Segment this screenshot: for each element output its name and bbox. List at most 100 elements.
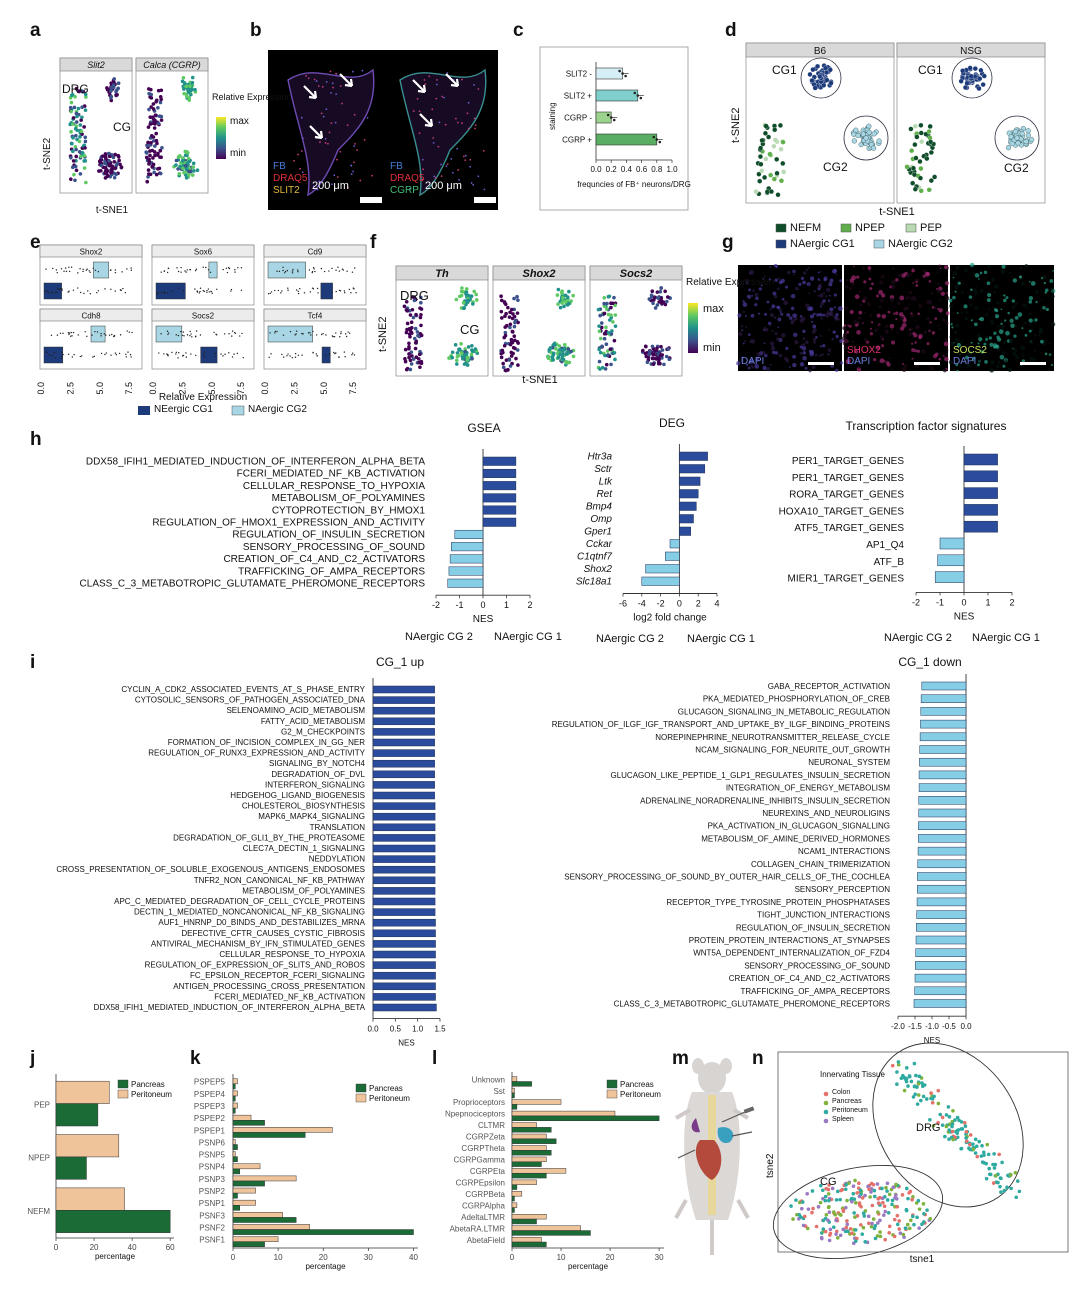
- data-point: [194, 354, 197, 357]
- cell-speck: [777, 314, 780, 317]
- cell-speck: [748, 288, 752, 292]
- facet-header: [395, 265, 489, 281]
- data-point: [131, 331, 133, 334]
- cell-point: [151, 139, 156, 143]
- cell-point: [882, 1204, 887, 1209]
- category-label: AbetaField: [467, 1236, 505, 1245]
- data-point: [104, 288, 106, 290]
- cell-point: [955, 1129, 959, 1133]
- bar: [482, 468, 517, 478]
- data-point: [105, 352, 108, 354]
- cell-point: [185, 151, 190, 155]
- drg-label: DRG: [62, 82, 89, 96]
- cell-speck: [784, 285, 789, 289]
- cell-point: [876, 138, 882, 144]
- cell-speck: [744, 326, 747, 328]
- cell-point: [986, 1152, 991, 1157]
- cell-point: [853, 127, 859, 133]
- bar: [454, 529, 484, 539]
- box-cg2: [155, 325, 183, 343]
- data-point: [71, 356, 73, 358]
- data-point: [237, 267, 239, 269]
- cell-point: [597, 359, 602, 364]
- data-point: [311, 271, 313, 274]
- data-point: [328, 270, 330, 272]
- cell-point: [919, 1098, 923, 1103]
- cell-point: [503, 325, 508, 329]
- cell-speck: [1045, 339, 1048, 342]
- cell-speck: [945, 311, 950, 316]
- cell-speck: [938, 308, 943, 313]
- legend-swatch: [775, 223, 787, 233]
- cell-speck: [814, 353, 818, 357]
- cell-speck: [1038, 334, 1041, 337]
- cell-point: [911, 1195, 915, 1199]
- cell-point: [663, 302, 668, 307]
- cell-speck: [979, 316, 985, 322]
- legend-label: Spleen: [832, 1116, 854, 1123]
- term-label: TRANSLATION: [310, 823, 366, 832]
- cell-point: [885, 1181, 890, 1186]
- data-point: [167, 267, 170, 270]
- cell-point: [964, 80, 970, 86]
- tissue-speck: [474, 127, 476, 130]
- cell-speck: [954, 346, 959, 351]
- cell-point: [863, 1240, 868, 1244]
- data-point: [61, 357, 63, 359]
- panel-letter-n: n: [752, 1048, 764, 1069]
- cell-speck: [1043, 281, 1046, 285]
- group-label-cg1: NAergic CG 1: [687, 633, 755, 645]
- cell-speck: [874, 328, 879, 333]
- term-label: NEURONAL_SYSTEM: [808, 758, 890, 767]
- tick-label: 0.4: [621, 165, 633, 174]
- cell-point: [834, 1232, 838, 1236]
- data-point: [88, 270, 90, 272]
- data-point: [181, 334, 184, 336]
- data-point: [177, 270, 180, 273]
- cell-speck: [1020, 345, 1026, 351]
- tick-label: 5.0: [95, 382, 105, 395]
- cell-point: [895, 1204, 900, 1209]
- cell-point: [154, 131, 158, 136]
- cell-speck: [922, 274, 926, 278]
- cell-point: [778, 146, 784, 152]
- cell-speck: [827, 299, 831, 302]
- cell-point: [112, 77, 117, 81]
- data-point: [115, 354, 118, 356]
- cell-point: [146, 175, 150, 179]
- cell-speck: [1004, 359, 1008, 363]
- data-point: [51, 355, 53, 357]
- term-label: PKA_MEDIATED_PHOSPHORYLATION_OF_CREB: [703, 695, 890, 704]
- data-point: [61, 355, 63, 358]
- bar: [939, 537, 965, 550]
- tick-label: 0.8: [651, 165, 663, 174]
- bar: [482, 481, 517, 491]
- cell-point: [984, 1176, 989, 1181]
- term-label: GLUCAGON_LIKE_PEPTIDE_1_GLP1_REGULATES_I…: [610, 771, 890, 780]
- cell-speck: [879, 335, 884, 340]
- bar: [372, 855, 436, 863]
- data-point: [309, 332, 311, 334]
- cell-point: [932, 174, 938, 180]
- cell-point: [648, 349, 652, 354]
- data-point: [624, 74, 627, 78]
- cell-point: [890, 1063, 895, 1068]
- cell-point: [114, 172, 119, 177]
- cell-point: [147, 107, 151, 112]
- tissue-speck: [299, 167, 301, 170]
- cell-point: [413, 341, 418, 345]
- cell-speck: [966, 363, 972, 368]
- cell-point: [1017, 1189, 1022, 1194]
- data-point: [89, 271, 91, 274]
- cell-point: [810, 1210, 814, 1215]
- facet-header: [589, 265, 683, 281]
- term-label: APC_C_MEDIATED_DEGRADATION_OF_CELL_CYCLE…: [114, 897, 365, 906]
- data-point: [71, 335, 73, 337]
- data-point: [269, 332, 271, 334]
- cell-speck: [993, 308, 998, 312]
- cell-speck: [751, 366, 754, 369]
- data-point: [276, 270, 278, 272]
- data-point: [294, 352, 297, 355]
- cell-point: [963, 1124, 968, 1128]
- cell-point: [597, 329, 602, 334]
